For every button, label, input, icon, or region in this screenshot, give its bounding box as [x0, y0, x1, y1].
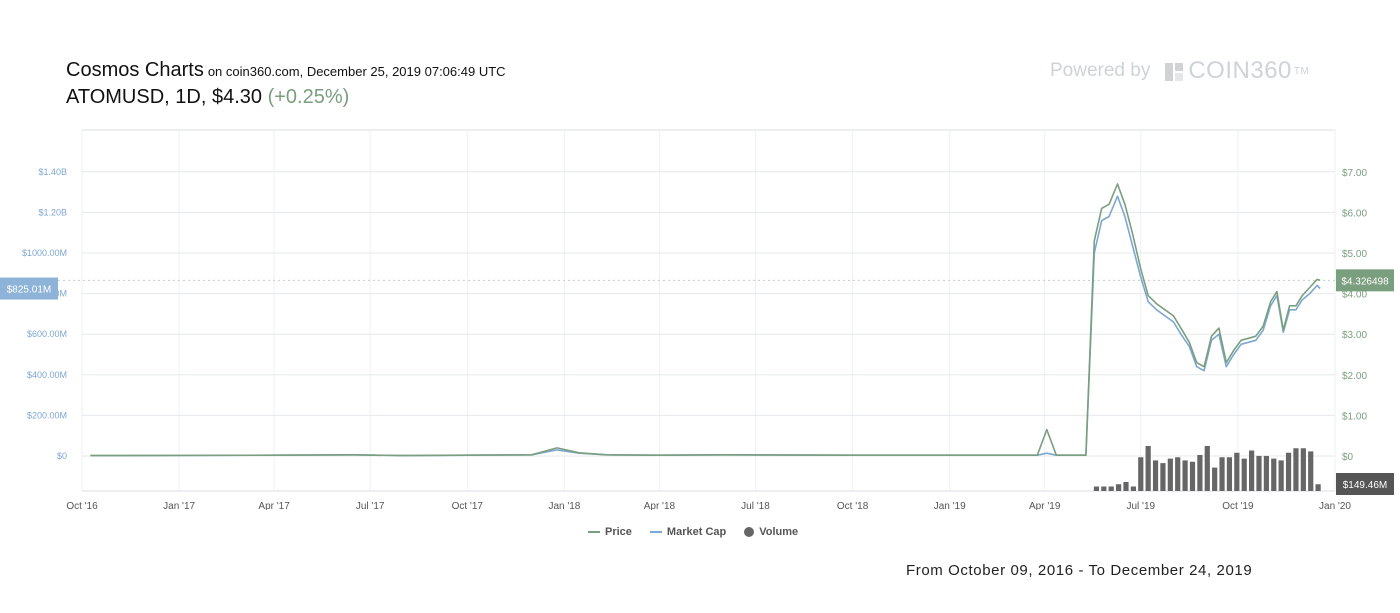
pair-line: ATOMUSD, 1D, $4.30 (+0.25%) [66, 86, 506, 109]
y-right-tick-label: $0 [1342, 452, 1354, 463]
volume-bar [1212, 467, 1218, 491]
volume-bar [1315, 484, 1321, 491]
legend-volume-label: Volume [759, 526, 799, 538]
y-right-tick-label: $4.00 [1342, 290, 1367, 301]
x-tick-label: Jan '19 [934, 501, 966, 510]
y-left-tick-label: $1.20B [38, 207, 67, 217]
title-line: Cosmos Charts on coin360.com, December 25… [66, 58, 506, 84]
plot-area [81, 129, 1336, 492]
y-left-tick-label: $0 [57, 451, 67, 461]
volume-bar [1108, 486, 1114, 491]
volume-bar [1101, 486, 1107, 491]
x-tick-label: Oct '17 [452, 501, 484, 510]
price-change: (+0.25%) [267, 86, 350, 108]
market-cap-badge [0, 277, 58, 300]
market-cap-legend-swatch [649, 531, 662, 533]
y-left-tick-label: $200.00M [27, 410, 67, 420]
volume-bar [1263, 455, 1269, 491]
volume-bar [1285, 452, 1292, 491]
x-tick-label: Oct '16 [66, 501, 98, 510]
y-right-tick-label: $1.00 [1342, 411, 1367, 422]
volume-bar [1189, 461, 1196, 491]
chart-title: Cosmos Charts [66, 59, 204, 81]
volume-bar [1241, 458, 1247, 491]
y-right-tick-label: $6.00 [1342, 208, 1367, 219]
powered-by-label: Powered by [1050, 60, 1151, 81]
date-range: From October 09, 2016 - To December 24, … [906, 562, 1253, 579]
x-tick-label: Apr '18 [644, 501, 676, 510]
volume-bar [1219, 457, 1225, 491]
volume-bar [1249, 450, 1255, 491]
price-legend-swatch [588, 531, 600, 533]
market-cap-badge-label: $825.01M [7, 285, 51, 296]
volume-bar [1256, 455, 1262, 491]
pair-price: ATOMUSD, 1D, $4.30 [66, 86, 262, 108]
volume-bar [1271, 458, 1277, 491]
x-tick-label: Apr '19 [1029, 501, 1061, 510]
x-tick-label: Jul '17 [356, 501, 385, 510]
y-right-tick-label: $2.00 [1342, 371, 1367, 382]
y-left-tick-label: $1000.00M [22, 248, 67, 258]
volume-bar [1093, 486, 1100, 491]
x-tick-label: Jan '20 [1319, 501, 1351, 510]
volume-bar [1152, 460, 1159, 491]
y-right-tick-label: $5.00 [1342, 249, 1367, 260]
volume-bar [1197, 455, 1203, 491]
x-tick-label: Oct '19 [1222, 501, 1254, 510]
legend-volume[interactable]: Volume [744, 526, 798, 538]
volume-badge-label: $149.46M [1343, 480, 1387, 491]
price-line [90, 183, 1321, 457]
brand-text: COIN360 [1188, 57, 1292, 84]
y-left-tick-label: $400.00M [27, 370, 67, 380]
volume-bar [1167, 458, 1173, 491]
price-badge [1336, 269, 1394, 292]
volume-bar [1175, 457, 1181, 491]
volume-bar [1123, 482, 1129, 491]
coin360-logo-icon [1164, 61, 1184, 81]
legend-market-cap[interactable]: Market Cap [649, 526, 727, 538]
brand-name: COIN360 TM [1164, 57, 1309, 85]
y-left-tick-label: $1.40B [38, 167, 67, 177]
legend-price[interactable]: Price [588, 526, 632, 538]
volume-bar [1308, 451, 1314, 491]
volume-bar [1226, 457, 1233, 491]
volume-bar [1138, 457, 1144, 491]
volume-badge [1336, 473, 1394, 495]
x-tick-label: Jul '18 [741, 501, 770, 510]
x-tick-label: Apr '17 [258, 501, 290, 510]
legend-price-label: Price [605, 526, 632, 538]
y-right-tick-label: $3.00 [1342, 330, 1367, 341]
trademark: TM [1293, 65, 1310, 77]
volume-bar [1300, 448, 1306, 491]
volume-bar [1234, 452, 1240, 491]
volume-bar [1293, 448, 1299, 491]
y-left-tick-label: $600.00M [27, 329, 67, 339]
legend-market-cap-label: Market Cap [666, 526, 727, 538]
volume-bar [1116, 484, 1122, 491]
price-badge-label: $4.326498 [1341, 276, 1389, 287]
chart-subtitle: on coin360.com, December 25, 2019 07:06:… [207, 64, 506, 79]
x-tick-label: Jan '18 [548, 501, 580, 510]
volume-bar [1278, 460, 1284, 491]
x-tick-label: Jul '19 [1126, 501, 1155, 510]
chart-header: Cosmos Charts on coin360.com, December 25… [66, 58, 506, 109]
volume-legend-dot [744, 527, 755, 537]
powered-by-brand[interactable]: Powered by COIN360 TM [1050, 57, 1309, 85]
chart-legend: Price Market Cap Volume [588, 526, 798, 538]
price-chart[interactable]: Oct '16 Jan '17 Apr '17 Jul '17 Oct '17 Jan '… [0, 120, 1400, 510]
volume-bar [1160, 463, 1166, 491]
volume-bar [1182, 460, 1188, 491]
volume-bar [1145, 446, 1151, 491]
volume-bar [1130, 486, 1136, 491]
y-right-tick-label: $7.00 [1342, 168, 1367, 179]
x-tick-label: Oct '18 [837, 501, 869, 510]
x-tick-label: Jan '17 [163, 501, 195, 510]
volume-bar [1204, 446, 1210, 491]
